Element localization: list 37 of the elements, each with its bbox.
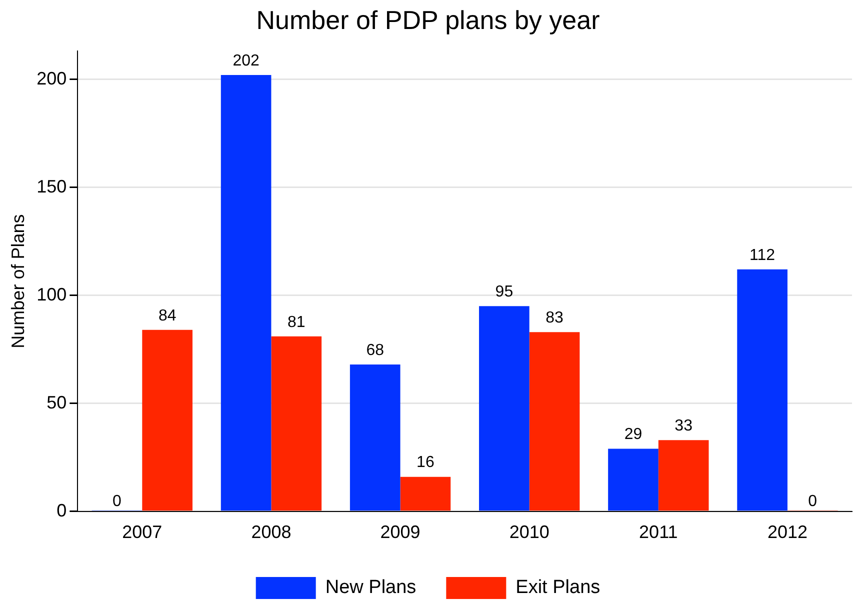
x-tick-label: 2010 — [509, 522, 550, 542]
y-tick-label: 50 — [46, 392, 67, 412]
data-label: 202 — [232, 52, 260, 70]
bar — [608, 448, 658, 511]
bar — [529, 332, 580, 511]
data-label: 0 — [808, 492, 818, 510]
x-tick-label: 2008 — [251, 522, 292, 542]
y-tick-label: 150 — [36, 176, 67, 196]
bar — [658, 440, 709, 511]
y-tick-label: 0 — [56, 500, 67, 520]
bar — [400, 476, 451, 511]
y-tick-label: 100 — [36, 284, 67, 304]
data-label: 83 — [546, 309, 564, 326]
bar — [271, 336, 322, 511]
chart-title: Number of PDP plans by year — [256, 4, 600, 35]
x-tick-label: 2012 — [767, 522, 808, 542]
x-tick-label: 2011 — [639, 522, 678, 542]
data-label: 68 — [366, 342, 384, 359]
x-tick-label: 2007 — [122, 522, 162, 542]
bar — [142, 330, 192, 511]
data-label: 0 — [112, 492, 122, 510]
x-tick-label: 2009 — [380, 522, 420, 542]
data-label: 112 — [750, 246, 776, 264]
data-label: 81 — [287, 314, 306, 331]
bar — [479, 306, 530, 511]
bar — [737, 269, 788, 511]
y-tick-label: 200 — [36, 68, 67, 88]
legend-label: New Plans — [325, 577, 416, 598]
data-label: 95 — [495, 284, 514, 301]
data-label: 29 — [624, 426, 642, 444]
bar — [350, 364, 400, 511]
data-label: 33 — [674, 418, 693, 435]
legend-label: Exit Plans — [516, 577, 600, 598]
y-axis-title: Number of Plans — [8, 214, 28, 348]
data-label: 84 — [158, 307, 176, 324]
data-label: 16 — [416, 454, 434, 472]
bar — [220, 74, 272, 511]
